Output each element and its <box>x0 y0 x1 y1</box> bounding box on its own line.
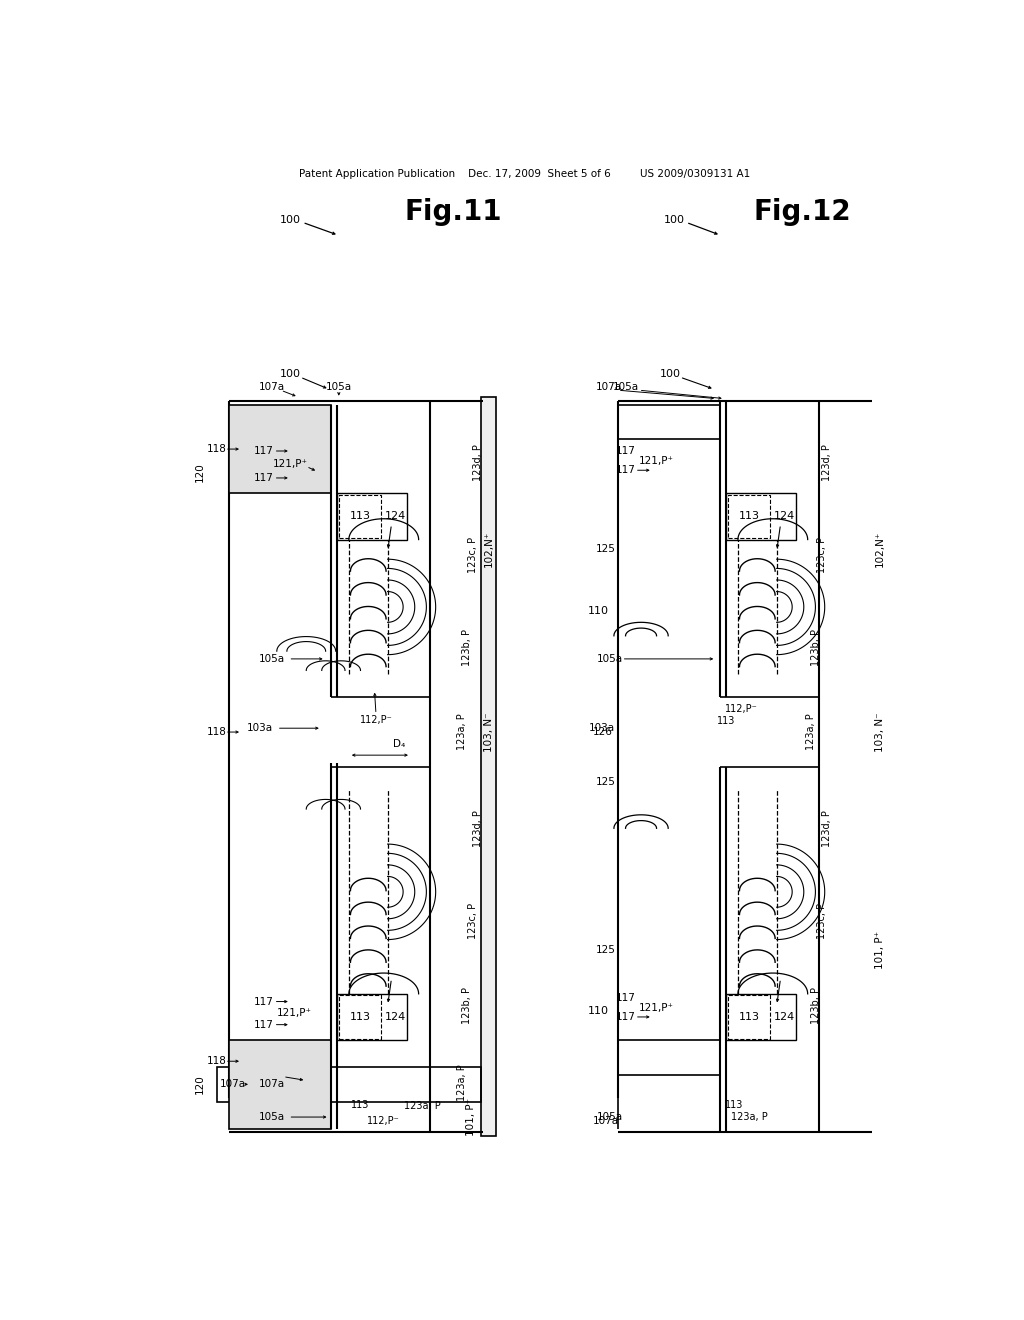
Text: 123c, P: 123c, P <box>816 537 826 573</box>
Text: 121,P⁺: 121,P⁺ <box>639 1003 674 1012</box>
Text: 117: 117 <box>254 446 273 455</box>
Text: 112,P⁻: 112,P⁻ <box>359 715 392 726</box>
Text: 105a: 105a <box>326 381 352 392</box>
Text: 107a: 107a <box>595 381 622 392</box>
Text: 113: 113 <box>717 715 735 726</box>
Text: 125: 125 <box>596 544 616 554</box>
Bar <box>217 1067 480 1102</box>
Text: 105a: 105a <box>597 653 624 664</box>
Text: 118: 118 <box>207 727 227 737</box>
Text: 120: 120 <box>196 1074 205 1094</box>
Text: 105a: 105a <box>597 1111 624 1122</box>
Text: 118: 118 <box>207 444 227 454</box>
Bar <box>728 495 770 539</box>
Text: 123a, P: 123a, P <box>404 1101 441 1110</box>
Text: 117: 117 <box>254 1019 273 1030</box>
Text: 105a: 105a <box>258 1111 285 1122</box>
Bar <box>337 494 407 540</box>
Text: 123d, P: 123d, P <box>822 444 833 480</box>
Text: 125: 125 <box>596 777 616 787</box>
Text: 113: 113 <box>350 511 371 521</box>
Text: 121,P⁺: 121,P⁺ <box>639 455 674 466</box>
Bar <box>480 397 496 1137</box>
Text: 100: 100 <box>664 215 685 224</box>
Bar <box>726 494 796 540</box>
Text: 100: 100 <box>281 370 301 379</box>
Text: 105a: 105a <box>613 381 639 392</box>
Text: 123b, P: 123b, P <box>463 987 472 1024</box>
Text: 117: 117 <box>615 446 636 455</box>
Text: 103a: 103a <box>247 723 272 733</box>
Text: 123b, P: 123b, P <box>463 628 472 665</box>
Bar <box>339 995 381 1039</box>
Text: 123c, P: 123c, P <box>816 903 826 939</box>
Text: 103a: 103a <box>589 723 615 733</box>
Text: 125: 125 <box>596 945 616 954</box>
Text: 123b, P: 123b, P <box>811 987 821 1024</box>
Text: 107a: 107a <box>593 1115 620 1126</box>
Text: 103, N⁻: 103, N⁻ <box>484 713 495 752</box>
Text: 124: 124 <box>774 511 795 521</box>
Text: 112,P⁻: 112,P⁻ <box>368 1115 400 1126</box>
Text: 117: 117 <box>615 1012 636 1022</box>
Text: 117: 117 <box>254 997 273 1007</box>
Text: 123c, P: 123c, P <box>468 537 478 573</box>
Bar <box>228 405 331 494</box>
Text: 102,N⁺: 102,N⁺ <box>484 531 495 568</box>
Text: 113: 113 <box>725 1101 743 1110</box>
Text: 113: 113 <box>350 1012 371 1022</box>
Text: D₄: D₄ <box>393 739 406 748</box>
Text: 107a: 107a <box>258 1080 285 1089</box>
Text: 124: 124 <box>774 1012 795 1022</box>
Text: 101, P⁺: 101, P⁺ <box>466 1098 475 1137</box>
Text: 124: 124 <box>385 1012 406 1022</box>
Text: 121,P⁺: 121,P⁺ <box>273 459 308 469</box>
Bar <box>339 495 381 539</box>
Text: Patent Application Publication    Dec. 17, 2009  Sheet 5 of 6         US 2009/03: Patent Application Publication Dec. 17, … <box>299 169 751 178</box>
Text: 123a, P: 123a, P <box>457 714 467 751</box>
Text: 112,P⁻: 112,P⁻ <box>725 704 758 714</box>
Text: 101, P⁺: 101, P⁺ <box>874 931 885 969</box>
Text: 107a: 107a <box>219 1080 246 1089</box>
Text: 123a, P: 123a, P <box>806 714 816 751</box>
Text: Fig.12: Fig.12 <box>754 198 851 226</box>
Text: 110: 110 <box>588 606 609 615</box>
Text: 103, N⁻: 103, N⁻ <box>874 713 885 752</box>
Text: 123c, P: 123c, P <box>468 903 478 939</box>
Text: 123b, P: 123b, P <box>811 628 821 665</box>
Bar <box>726 994 796 1040</box>
Text: 100: 100 <box>660 370 681 379</box>
Text: 124: 124 <box>385 511 406 521</box>
Text: 105a: 105a <box>258 653 285 664</box>
Text: Fig.11: Fig.11 <box>404 198 502 226</box>
Text: 123a, P: 123a, P <box>457 1064 467 1101</box>
Text: 102,N⁺: 102,N⁺ <box>874 531 885 568</box>
Text: 118: 118 <box>207 1056 227 1067</box>
Text: 117: 117 <box>254 473 273 483</box>
Text: 117: 117 <box>615 993 636 1003</box>
Text: 123d, P: 123d, P <box>822 810 833 846</box>
Text: 107a: 107a <box>258 381 285 392</box>
Bar <box>228 1040 331 1129</box>
Text: 100: 100 <box>281 215 301 224</box>
Bar <box>728 995 770 1039</box>
Text: 110: 110 <box>588 1006 609 1016</box>
Text: 126: 126 <box>592 727 612 737</box>
Text: 121,P⁺: 121,P⁺ <box>278 1008 312 1018</box>
Text: 120: 120 <box>196 462 205 482</box>
Text: 113: 113 <box>739 511 760 521</box>
Text: 113: 113 <box>351 1101 370 1110</box>
Text: 123a, P: 123a, P <box>731 1111 768 1122</box>
Bar <box>337 994 407 1040</box>
Text: 123d, P: 123d, P <box>473 444 483 480</box>
Text: 117: 117 <box>615 465 636 475</box>
Text: 123d, P: 123d, P <box>473 810 483 846</box>
Text: 113: 113 <box>739 1012 760 1022</box>
